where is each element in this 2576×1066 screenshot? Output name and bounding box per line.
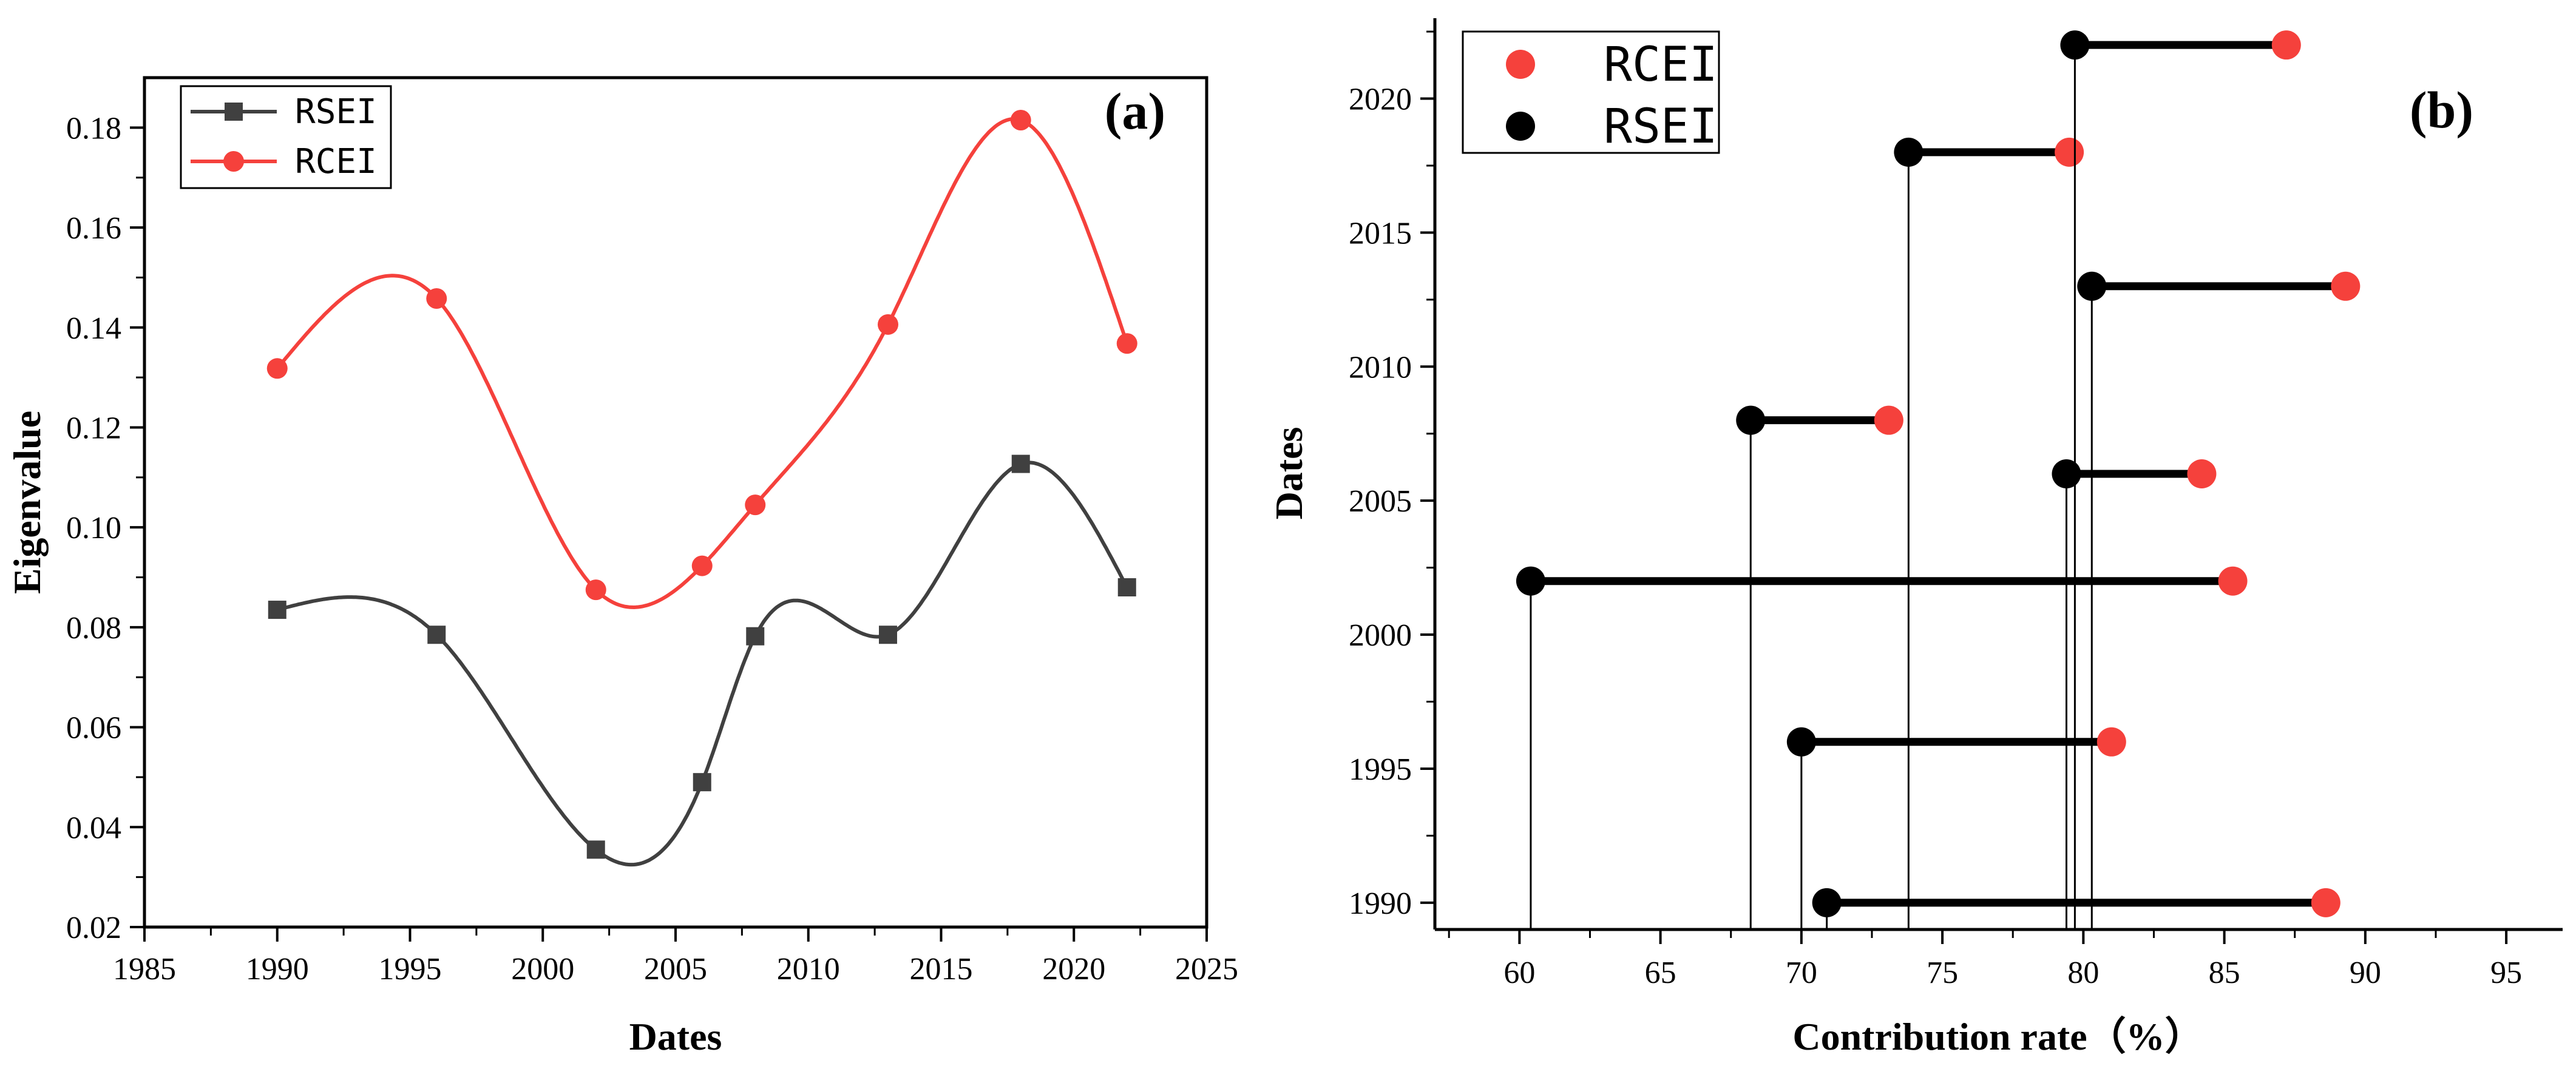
panel-b-dumbbells	[1516, 30, 2361, 929]
y-tick-label-2010: 2010	[1349, 350, 1412, 385]
legend-label-rcei-b: RCEI	[1604, 38, 1718, 92]
legend-marker-rcei-b	[1506, 50, 1535, 79]
data-point-rcei-2002	[585, 579, 606, 601]
panel-b: 60 65 70 75 80 85 90 95 1990 1995 2000 2005 2010 201…	[1267, 18, 2563, 1058]
data-point-rcei-1990	[266, 358, 288, 379]
panel-a-legend: RSEI RCEI	[180, 85, 392, 189]
panel-a-label: (a)	[1105, 82, 1165, 140]
y-tick-label-0.08: 0.08	[66, 611, 121, 646]
data-point-rcei-2002	[2218, 566, 2248, 596]
x-tick-label-2025: 2025	[1175, 952, 1238, 987]
y-tick-label-0.10: 0.10	[66, 511, 121, 545]
y-tick-label-2015: 2015	[1349, 216, 1412, 251]
panel-a-y-axis-title: Eigenvalue	[5, 411, 49, 594]
data-point-rsei-2018	[1011, 454, 1030, 473]
data-point-rsei-2008	[1736, 405, 1766, 435]
x-tick-label-2005: 2005	[644, 952, 707, 987]
data-point-rsei-2008	[746, 627, 765, 646]
y-tick-label-2000: 2000	[1349, 618, 1412, 653]
data-point-rcei-1996	[2096, 727, 2126, 757]
y-tick-label-0.18: 0.18	[66, 111, 121, 146]
data-point-rsei-2022	[2060, 30, 2090, 60]
y-tick-label-0.06: 0.06	[66, 711, 121, 746]
series-line-rcei	[276, 117, 1129, 610]
legend-marker-rsei-b	[1506, 112, 1535, 141]
panel-b-x-axis-title: Contribution rate（%）	[1792, 1015, 2203, 1058]
y-tick-label-2020: 2020	[1349, 83, 1412, 117]
data-point-rcei-2008	[745, 494, 766, 516]
x-tick-label-75: 75	[1927, 956, 1958, 990]
x-tick-label-2020: 2020	[1042, 952, 1105, 987]
y-tick-label-0.14: 0.14	[66, 311, 121, 346]
y-tick-label-1995: 1995	[1349, 752, 1412, 787]
panel-a-legend-box	[180, 85, 392, 189]
y-tick-label-0.12: 0.12	[66, 411, 121, 445]
legend-label-rsei-b: RSEI	[1604, 100, 1718, 154]
panel-b-y-ticks: 1990 1995 2000 2005 2010 2015 2020	[1349, 30, 1435, 921]
data-point-rcei-2013	[2331, 271, 2361, 301]
x-tick-label-70: 70	[1786, 956, 1817, 990]
panel-a: 1985 1990 1995 2000 2005 2010 2015 2020 2025 0.0…	[5, 76, 1238, 1058]
x-tick-label-2000: 2000	[511, 952, 574, 987]
data-point-rcei-2013	[878, 314, 898, 335]
x-tick-label-2015: 2015	[910, 952, 973, 987]
x-tick-label-90: 90	[2350, 956, 2381, 990]
x-tick-label-1990: 1990	[246, 952, 309, 987]
data-point-rsei-2002	[1516, 566, 1545, 596]
panel-a-series-markers	[266, 110, 1137, 859]
panel-b-label: (b)	[2410, 81, 2473, 139]
y-tick-label-0.04: 0.04	[66, 811, 121, 845]
data-point-rcei-2008	[1874, 405, 1903, 435]
panel-b-x-ticks: 60 65 70 75 80 85 90 95	[1448, 929, 2522, 990]
legend-label-rsei: RSEI	[295, 92, 377, 132]
data-point-rcei-1996	[426, 288, 447, 309]
data-point-rcei-1990	[2311, 888, 2340, 917]
data-point-rcei-2018	[1010, 110, 1031, 130]
data-point-rsei-1990	[268, 601, 286, 619]
data-point-rsei-2022	[1117, 578, 1136, 596]
x-tick-label-2010: 2010	[777, 952, 840, 987]
panel-b-legend: RCEI RSEI	[1462, 30, 1720, 154]
legend-label-rcei: RCEI	[295, 142, 377, 181]
data-point-rsei-1990	[1812, 888, 1842, 917]
data-point-rcei-2006	[2187, 459, 2217, 488]
y-tick-label-1990: 1990	[1349, 886, 1412, 921]
data-point-rsei-1996	[427, 626, 446, 644]
panel-a-x-axis-title: Dates	[629, 1015, 722, 1058]
x-tick-label-1985: 1985	[113, 952, 176, 987]
data-point-rsei-2013	[2077, 271, 2107, 301]
x-tick-label-85: 85	[2209, 956, 2240, 990]
data-point-rsei-2006	[693, 773, 711, 792]
y-tick-label-2005: 2005	[1349, 484, 1412, 519]
y-tick-label-0.02: 0.02	[66, 911, 121, 945]
data-point-rsei-2018	[1894, 137, 1924, 167]
x-tick-label-60: 60	[1503, 956, 1535, 990]
panel-a-plot-frame	[143, 76, 1208, 929]
y-tick-label-0.16: 0.16	[66, 211, 121, 246]
panel-a-x-ticks: 1985 1990 1995 2000 2005 2010 2015 2020 2025	[113, 927, 1238, 987]
data-point-rcei-2006	[691, 555, 713, 576]
panel-a-series-lines	[276, 117, 1129, 867]
series-line-rsei	[276, 460, 1129, 867]
data-point-rcei-2018	[2055, 137, 2084, 167]
panel-b-legend-box	[1462, 30, 1720, 154]
data-point-rsei-1996	[1786, 727, 1816, 757]
legend-marker-rcei	[223, 151, 244, 172]
data-point-rcei-2022	[1116, 333, 1137, 354]
x-tick-label-1995: 1995	[379, 952, 442, 987]
x-tick-label-80: 80	[2067, 956, 2099, 990]
legend-marker-rsei	[225, 103, 243, 121]
panel-b-y-axis-title: Dates	[1267, 427, 1310, 520]
x-tick-label-95: 95	[2490, 956, 2522, 990]
data-point-rsei-2013	[879, 626, 897, 644]
data-point-rcei-2022	[2271, 30, 2301, 60]
panel-a-y-ticks: 0.02 0.04 0.06 0.08 0.10 0.12 0.14 0.16 0.18	[66, 111, 144, 945]
x-tick-label-65: 65	[1645, 956, 1676, 990]
data-point-rsei-2006	[2052, 459, 2081, 488]
data-point-rsei-2002	[586, 840, 605, 859]
